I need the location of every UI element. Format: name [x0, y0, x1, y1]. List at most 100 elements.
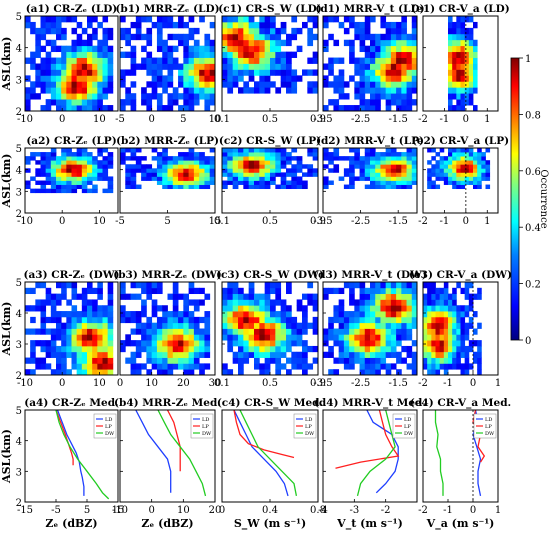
heatmap-cell: [243, 21, 250, 29]
heatmap-cell: [30, 156, 36, 161]
heatmap-cell: [456, 69, 461, 76]
heatmap-cell: [35, 63, 41, 70]
heatmap-cell: [87, 311, 93, 318]
heatmap-cell: [370, 357, 376, 364]
heatmap-cell: [107, 160, 114, 165]
heatmap-cell: [125, 33, 131, 41]
heatmap-cell: [291, 334, 298, 341]
heatmap-cell: [35, 51, 41, 58]
heatmap-cell: [248, 51, 255, 58]
heatmap-cell: [473, 184, 478, 190]
heatmap-cell: [411, 282, 418, 289]
legend-label-LP: LP: [404, 424, 411, 430]
heatmap-cell: [172, 351, 179, 358]
heatmap-cell: [456, 75, 461, 82]
heatmap-cell: [71, 105, 78, 112]
heatmap-cell: [172, 293, 179, 300]
heatmap-cell: [188, 328, 195, 335]
heatmap-cell: [286, 51, 292, 58]
heatmap-cell: [107, 57, 114, 64]
heatmap-cell: [61, 156, 67, 161]
heatmap-cell: [280, 63, 287, 70]
heatmap-cell: [364, 345, 371, 353]
heatmap-cell: [452, 87, 457, 94]
heatmap-cell: [401, 311, 407, 318]
heatmap-cell: [375, 87, 381, 94]
heatmap-cell: [188, 340, 195, 347]
heatmap-cell: [199, 180, 205, 185]
heatmap-cell: [302, 305, 308, 312]
heatmap-cell: [45, 156, 52, 161]
heatmap-cell: [401, 293, 407, 300]
heatmap-cell: [259, 16, 266, 23]
heatmap-cell: [468, 75, 474, 82]
heatmap-cell: [188, 180, 195, 185]
heatmap-cell: [312, 57, 319, 64]
heatmap-cell: [354, 148, 360, 153]
heatmap-cell: [427, 334, 432, 341]
heatmap-cell: [248, 328, 255, 335]
heatmap-cell: [328, 334, 334, 341]
heatmap-cell: [464, 305, 470, 312]
heatmap-cell: [275, 39, 282, 47]
heatmap-cell: [107, 105, 114, 112]
heatmap-cell: [468, 340, 474, 347]
heatmap-cell: [370, 33, 376, 41]
heatmap-cell: [328, 99, 334, 106]
heatmap-cell: [359, 282, 366, 289]
heatmap-cell: [370, 148, 376, 153]
heatmap-cell: [162, 328, 168, 335]
heatmap-cell: [76, 164, 83, 169]
heatmap-cell: [156, 164, 163, 169]
heatmap-cell: [172, 305, 179, 312]
heatmap-cell: [248, 340, 255, 347]
heatmap-cell: [50, 311, 57, 318]
heatmap-cell: [141, 299, 147, 306]
heatmap-cell: [370, 363, 376, 370]
heatmap-cell: [50, 164, 57, 169]
row-ylabel: ASL(km): [0, 37, 13, 92]
heatmap-cell: [473, 176, 478, 181]
heatmap-cell: [370, 322, 376, 329]
heatmap-cell: [120, 81, 126, 88]
heatmap-cell: [76, 316, 83, 324]
heatmap-cell: [45, 316, 52, 324]
heatmap-cell: [443, 311, 449, 318]
heatmap-cell: [162, 351, 168, 358]
heatmap-cell: [423, 340, 428, 347]
heatmap-cell: [76, 184, 83, 190]
heatmap-cell: [423, 322, 428, 329]
heatmap-cell: [390, 176, 397, 181]
heatmap-cell: [193, 305, 200, 312]
plot-frame: [24, 147, 119, 214]
heatmap-cell: [66, 188, 72, 194]
heatmap-cell: [45, 75, 52, 82]
heatmap-cell: [264, 33, 271, 41]
heatmap-cell: [81, 345, 88, 353]
heatmap-cell: [167, 168, 174, 173]
heatmap-cell: [401, 69, 407, 76]
heatmap-cell: [30, 152, 36, 157]
heatmap-cell: [76, 21, 83, 29]
heatmap-cell: [97, 345, 103, 353]
heatmap-cell: [232, 168, 239, 173]
heatmap-cell: [464, 148, 470, 153]
heatmap-cell: [443, 357, 449, 364]
heatmap-cell: [238, 16, 244, 23]
heatmap-cell: [448, 322, 453, 329]
heatmap-cell: [183, 357, 190, 364]
heatmap-cell: [141, 363, 147, 370]
heatmap-cell: [390, 311, 397, 318]
heatmap-cell: [323, 164, 329, 169]
heatmap-cell: [71, 164, 78, 169]
heatmap-cell: [473, 328, 478, 335]
heatmap-cell: [92, 351, 98, 358]
colorbar-tick-label: 1: [525, 54, 531, 65]
heatmap-cell: [45, 176, 52, 181]
heatmap-cell: [259, 156, 266, 161]
heatmap-cell: [227, 63, 234, 70]
plot-frame: [119, 15, 216, 112]
panel-title: (d4) MRR-V_t Med.: [314, 397, 426, 410]
heatmap-cell: [264, 299, 271, 306]
heatmap-cell: [107, 184, 114, 190]
